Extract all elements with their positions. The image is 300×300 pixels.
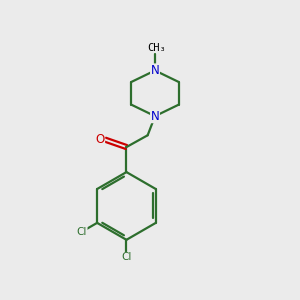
Text: CH₃: CH₃ bbox=[147, 43, 166, 53]
Text: O: O bbox=[95, 133, 105, 146]
Text: Cl: Cl bbox=[121, 253, 132, 262]
Text: N: N bbox=[151, 110, 159, 123]
Text: Cl: Cl bbox=[76, 227, 87, 237]
Text: N: N bbox=[151, 64, 159, 77]
